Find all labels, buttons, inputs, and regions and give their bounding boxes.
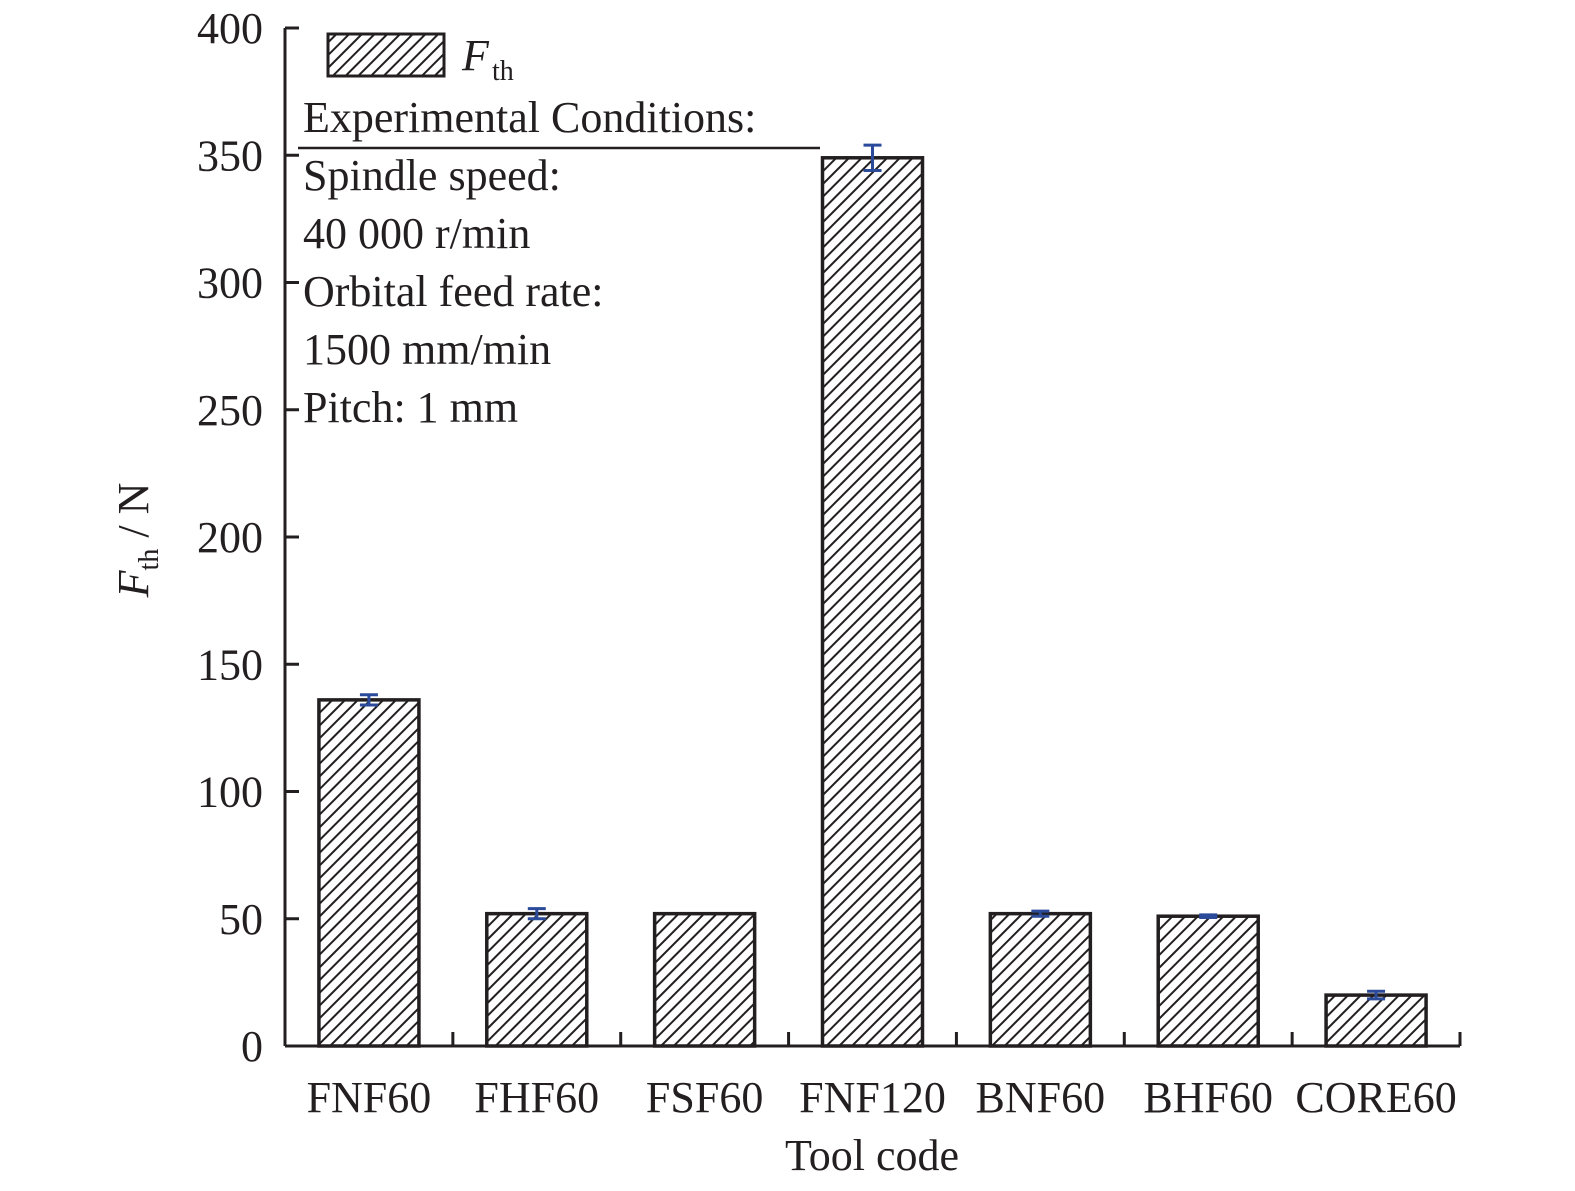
y-tick-label: 150 <box>197 640 263 689</box>
x-tick-label: FNF60 <box>307 1073 432 1122</box>
bar <box>652 911 757 1048</box>
legend-swatch <box>326 32 446 78</box>
x-tick-label: FSF60 <box>646 1073 763 1122</box>
bar <box>485 911 589 1048</box>
bar <box>1324 993 1428 1048</box>
bar <box>820 156 925 1048</box>
y-tick-label: 50 <box>219 895 263 944</box>
x-tick-label: BHF60 <box>1143 1073 1273 1122</box>
y-tick-label: 250 <box>197 386 263 435</box>
y-tick-label: 0 <box>241 1022 263 1071</box>
legend-label: F <box>461 31 490 80</box>
x-axis-title: Tool code <box>785 1131 959 1180</box>
y-tick-label: 350 <box>197 131 263 180</box>
bar <box>1156 914 1260 1048</box>
y-tick-label: 200 <box>197 513 263 562</box>
x-tick-label: FHF60 <box>474 1073 599 1122</box>
conditions-line: 40 000 r/min <box>303 209 530 258</box>
conditions-line: 1500 mm/min <box>303 325 551 374</box>
x-tick-label: FNF120 <box>799 1073 946 1122</box>
conditions-line: Orbital feed rate: <box>303 267 604 316</box>
plot-area: 0 50 100 150 200 250 300 350 400 FNF60 FHF60 FSF60 F… <box>197 4 1462 1122</box>
y-tick-label: 100 <box>197 768 263 817</box>
y-axis-title: Fth / N <box>109 483 165 599</box>
bar <box>317 698 421 1048</box>
conditions-heading: Experimental Conditions: <box>303 93 756 142</box>
bar <box>988 911 1093 1048</box>
y-tick-label: 300 <box>197 259 263 308</box>
y-axis-title-text: Fth / N <box>109 483 165 599</box>
conditions-line: Spindle speed: <box>303 151 561 200</box>
y-tick-label: 400 <box>197 4 263 53</box>
conditions-annotation: Experimental Conditions: Spindle speed: … <box>298 93 820 432</box>
x-tick-label: BNF60 <box>976 1073 1106 1122</box>
conditions-line: Pitch: 1 mm <box>303 383 518 432</box>
x-tick-label: CORE60 <box>1295 1073 1456 1122</box>
legend: F th <box>326 31 514 87</box>
legend-label-subscript: th <box>492 56 514 87</box>
